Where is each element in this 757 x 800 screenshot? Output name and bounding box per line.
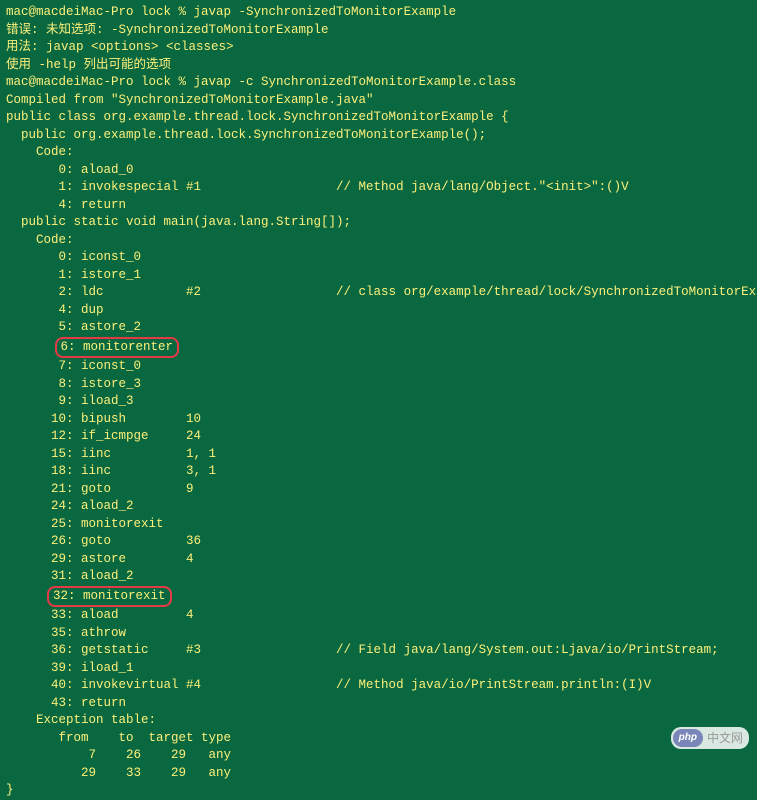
terminal-line: 0: iconst_0: [6, 249, 751, 267]
terminal-line: 1: istore_1: [6, 267, 751, 285]
terminal-line: 9: iload_3: [6, 393, 751, 411]
terminal-line: 4: dup: [6, 302, 751, 320]
terminal-line: 18: iinc 3, 1: [6, 463, 751, 481]
terminal-line: 25: monitorexit: [6, 516, 751, 534]
terminal-line: 4: return: [6, 197, 751, 215]
terminal-line: 36: getstatic #3 // Field java/lang/Syst…: [6, 642, 751, 660]
watermark-text: 中文网: [707, 730, 743, 747]
terminal-line: 7 26 29 any: [6, 747, 751, 765]
terminal-line: 使用 -help 列出可能的选项: [6, 57, 751, 75]
indent: [6, 589, 51, 603]
terminal-line: 26: goto 36: [6, 533, 751, 551]
terminal-line: Code:: [6, 144, 751, 162]
terminal-line: from to target type: [6, 730, 751, 748]
terminal-line: 43: return: [6, 695, 751, 713]
terminal-line: public org.example.thread.lock.Synchroni…: [6, 127, 751, 145]
terminal-line: 用法: javap <options> <classes>: [6, 39, 751, 57]
terminal-line: 1: invokespecial #1 // Method java/lang/…: [6, 179, 751, 197]
terminal-line: 10: bipush 10: [6, 411, 751, 429]
terminal-line: 7: iconst_0: [6, 358, 751, 376]
terminal-line: Exception table:: [6, 712, 751, 730]
terminal-line: 29: astore 4: [6, 551, 751, 569]
terminal-line: 33: aload 4: [6, 607, 751, 625]
terminal-line: 39: iload_1: [6, 660, 751, 678]
php-badge-icon: php: [673, 729, 703, 747]
terminal-line: mac@macdeiMac-Pro lock % javap -c Synchr…: [6, 74, 751, 92]
terminal-line: 24: aload_2: [6, 498, 751, 516]
terminal-line: 错误: 未知选项: -SynchronizedToMonitorExample: [6, 22, 751, 40]
terminal-line: 15: iinc 1, 1: [6, 446, 751, 464]
monitorexit-highlight: 32: monitorexit: [47, 586, 172, 608]
terminal-line: 29 33 29 any: [6, 765, 751, 783]
terminal-line-highlight: 32: monitorexit: [6, 586, 751, 608]
terminal-line: 21: goto 9: [6, 481, 751, 499]
terminal-line: 35: athrow: [6, 625, 751, 643]
terminal-line: 5: astore_2: [6, 319, 751, 337]
terminal-line: Compiled from "SynchronizedToMonitorExam…: [6, 92, 751, 110]
terminal-line: Code:: [6, 232, 751, 250]
terminal-line: 8: istore_3: [6, 376, 751, 394]
terminal-line: 2: ldc #2 // class org/example/thread/lo…: [6, 284, 751, 302]
terminal-line: }: [6, 782, 751, 800]
monitorenter-highlight: 6: monitorenter: [55, 337, 180, 359]
watermark: php 中文网: [671, 727, 749, 749]
terminal-line: public class org.example.thread.lock.Syn…: [6, 109, 751, 127]
terminal-line-highlight: 6: monitorenter: [6, 337, 751, 359]
terminal-line: 31: aload_2: [6, 568, 751, 586]
terminal-line: 0: aload_0: [6, 162, 751, 180]
terminal-line: 12: if_icmpge 24: [6, 428, 751, 446]
terminal-line: mac@macdeiMac-Pro lock % javap -Synchron…: [6, 4, 751, 22]
terminal-line: public static void main(java.lang.String…: [6, 214, 751, 232]
terminal-line: 40: invokevirtual #4 // Method java/io/P…: [6, 677, 751, 695]
indent: [6, 340, 59, 354]
